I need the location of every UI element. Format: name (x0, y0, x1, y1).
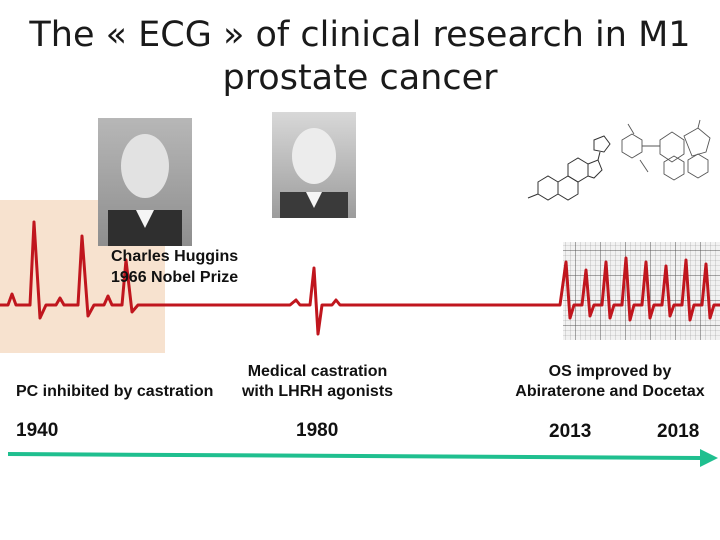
year-1980-label: 1980 (296, 420, 339, 441)
charles-huggins-photo (98, 118, 192, 246)
event-2013-line-1: OS improved by (548, 363, 672, 380)
event-1980-line-2: with LHRH agonists (241, 383, 394, 400)
year-2013-label: 2013 (549, 421, 592, 442)
event-1940-label: PC inhibited by castration (16, 383, 214, 400)
title-line-1: The « ECG » of clinical research in M1 (29, 15, 691, 55)
event-2013-line-2: Abiraterone and Docetax (515, 383, 705, 400)
year-2018-label: 2018 (657, 421, 700, 442)
huggins-name-label: Charles Huggins (111, 248, 239, 265)
event-2013-label: OS improved by Abiraterone and Docetax (500, 362, 720, 402)
researcher-photo (272, 112, 356, 218)
title-line-2: prostate cancer (222, 58, 498, 98)
year-1940-label: 1940 (16, 420, 59, 441)
event-1980-label: Medical castration with LHRH agonists (215, 362, 420, 402)
huggins-prize-label: 1966 Nobel Prize (111, 269, 239, 286)
event-1980-line-1: Medical castration (247, 363, 388, 380)
slide-title: The « ECG » of clinical research in M1 p… (0, 14, 720, 100)
